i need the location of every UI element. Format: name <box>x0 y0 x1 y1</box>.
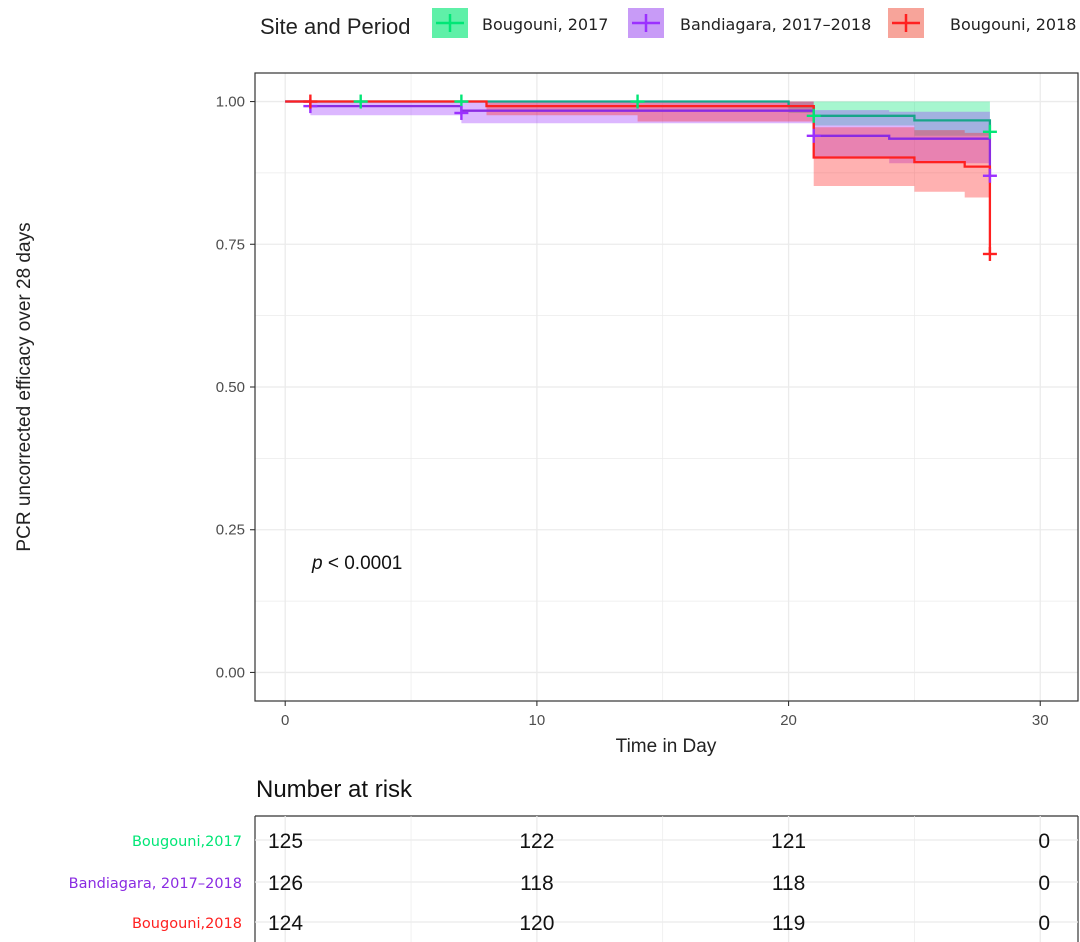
y-axis-ticks: 0.00 0.25 0.50 0.75 1.00 <box>216 94 255 681</box>
legend-label-bandiagara: Bandiagara, 2017–2018 <box>680 15 871 34</box>
censor-mark-2 <box>454 105 469 120</box>
x-axis-ticks: 0 10 20 30 <box>281 701 1049 729</box>
risk-count: 118 <box>520 872 553 895</box>
y-tick-label: 1.00 <box>216 94 245 111</box>
p-value-annotation: p < 0.0001 <box>311 553 402 574</box>
risk-row-label: Bougouni,2017 <box>132 834 242 850</box>
p-value-symbol: p <box>311 553 323 574</box>
risk-row-label: Bandiagara, 2017–2018 <box>69 876 242 892</box>
legend-label-bougouni-2018: Bougouni, 2018 <box>950 15 1076 34</box>
y-tick-label: 0.00 <box>216 664 245 681</box>
risk-count: 0 <box>1038 912 1050 935</box>
risk-count: 122 <box>519 830 554 853</box>
legend-title: Site and Period <box>260 14 410 39</box>
risk-count: 125 <box>268 830 303 853</box>
x-tick-label: 20 <box>780 712 797 729</box>
survival-curve-3 <box>285 100 992 254</box>
risk-count: 118 <box>772 872 805 895</box>
risk-count: 126 <box>268 872 303 895</box>
x-tick-label: 30 <box>1032 712 1049 729</box>
risk-count: 0 <box>1038 830 1050 853</box>
censor-mark-1 <box>806 108 821 123</box>
risk-count: 124 <box>268 912 303 935</box>
x-axis-title: Time in Day <box>616 736 717 757</box>
y-tick-label: 0.50 <box>216 379 245 396</box>
risk-count: 121 <box>771 830 806 853</box>
x-tick-label: 0 <box>281 712 289 729</box>
censor-mark-1 <box>982 124 997 139</box>
p-value-text: < 0.0001 <box>323 553 403 574</box>
censor-mark-2 <box>982 168 997 183</box>
risk-count: 0 <box>1038 872 1050 895</box>
risk-row-label: Bougouni,2018 <box>132 916 242 932</box>
risk-table-title: Number at risk <box>256 776 413 803</box>
risk-count: 120 <box>519 912 554 935</box>
risk-table: Bougouni,2017 125 122 121 0 Bandiagara, 2017–… <box>69 830 1050 935</box>
risk-count: 119 <box>772 912 805 935</box>
y-tick-label: 0.75 <box>216 236 245 253</box>
censor-mark-1 <box>630 94 645 109</box>
legend-item-bougouni-2017: Bougouni, 2017 <box>432 8 608 38</box>
censor-mark-3 <box>303 94 318 109</box>
legend-item-bougouni-2018: Bougouni, 2018 <box>888 8 1076 38</box>
x-tick-label: 10 <box>529 712 546 729</box>
censor-mark-2 <box>806 128 821 143</box>
censor-marks <box>303 94 997 261</box>
risk-table-gridlines <box>254 815 1079 942</box>
legend-label-bougouni-2017: Bougouni, 2017 <box>482 15 608 34</box>
censor-mark-3 <box>982 246 997 261</box>
legend-item-bandiagara: Bandiagara, 2017–2018 <box>628 8 871 38</box>
y-axis-title: PCR uncorrected efficacy over 28 days <box>14 222 35 551</box>
confidence-band-3 <box>285 101 990 198</box>
legend: Site and Period Bougouni, 2017 Bandiagar… <box>260 8 1076 39</box>
censor-mark-1 <box>353 94 368 109</box>
y-tick-label: 0.25 <box>216 522 245 539</box>
